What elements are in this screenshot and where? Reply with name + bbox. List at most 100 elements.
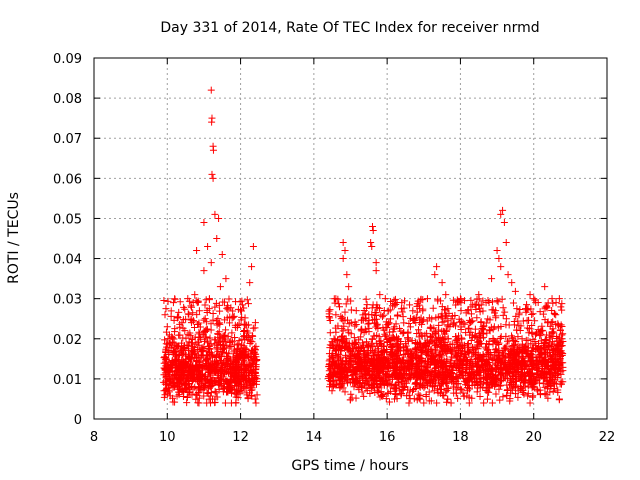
- data-point: [499, 311, 507, 319]
- data-point: [436, 358, 444, 366]
- data-point: [229, 373, 237, 381]
- data-point: [467, 296, 475, 304]
- data-point: [234, 369, 242, 377]
- data-point: [517, 376, 525, 384]
- data-point: [333, 380, 341, 388]
- data-point: [202, 333, 210, 341]
- data-point: [204, 389, 212, 397]
- data-point: [502, 239, 510, 247]
- data-point: [200, 343, 208, 351]
- data-point: [344, 326, 352, 334]
- data-point: [392, 370, 400, 378]
- data-point: [412, 313, 420, 321]
- data-point: [384, 364, 392, 372]
- data-point: [328, 371, 336, 379]
- data-point: [341, 247, 349, 255]
- data-point: [427, 397, 435, 405]
- data-point: [215, 360, 223, 368]
- data-point: [556, 326, 564, 334]
- data-point: [499, 304, 507, 312]
- data-point: [179, 316, 187, 324]
- data-point: [373, 387, 381, 395]
- data-point: [456, 318, 464, 326]
- data-point: [486, 316, 494, 324]
- data-point: [516, 306, 524, 314]
- data-point: [194, 399, 202, 407]
- data-point: [174, 314, 182, 322]
- data-point: [476, 393, 484, 401]
- data-point: [357, 364, 365, 372]
- data-point: [454, 353, 462, 361]
- data-point: [427, 337, 435, 345]
- data-point: [392, 391, 400, 399]
- data-point: [351, 368, 359, 376]
- data-point: [483, 373, 491, 381]
- data-point: [350, 383, 358, 391]
- data-point: [243, 296, 251, 304]
- data-point: [555, 395, 563, 403]
- data-point: [229, 313, 237, 321]
- data-point: [498, 295, 506, 303]
- data-point: [477, 329, 485, 337]
- data-point: [472, 374, 480, 382]
- data-point: [380, 347, 388, 355]
- data-point: [421, 382, 429, 390]
- data-point: [221, 399, 229, 407]
- data-point: [396, 364, 404, 372]
- data-point: [231, 334, 239, 342]
- data-point: [538, 322, 546, 330]
- data-point: [228, 329, 236, 337]
- data-point: [526, 399, 534, 407]
- data-point: [417, 380, 425, 388]
- x-tick-label: 22: [599, 430, 616, 445]
- data-point: [221, 377, 229, 385]
- data-point: [240, 332, 248, 340]
- x-axis-title: GPS time / hours: [291, 458, 408, 474]
- data-point: [442, 388, 450, 396]
- data-point: [523, 324, 531, 332]
- data-point: [214, 339, 222, 347]
- data-point: [182, 376, 190, 384]
- data-point: [555, 295, 563, 303]
- data-point: [345, 329, 353, 337]
- data-point: [488, 381, 496, 389]
- data-point: [250, 357, 258, 365]
- data-point: [490, 323, 498, 331]
- data-point: [325, 307, 333, 315]
- data-point: [537, 327, 545, 335]
- data-point: [483, 395, 491, 403]
- data-point: [217, 367, 225, 375]
- data-point: [452, 354, 460, 362]
- data-point: [341, 316, 349, 324]
- data-point: [484, 346, 492, 354]
- data-point: [503, 392, 511, 400]
- chart-title: Day 331 of 2014, Rate Of TEC Index for r…: [160, 20, 539, 36]
- data-point: [161, 380, 169, 388]
- data-point: [188, 391, 196, 399]
- data-point: [251, 395, 259, 403]
- data-point: [540, 357, 548, 365]
- data-point: [349, 376, 357, 384]
- data-point: [488, 298, 496, 306]
- data-point: [240, 342, 248, 350]
- data-point: [181, 327, 189, 335]
- data-point: [443, 398, 451, 406]
- data-point: [355, 336, 363, 344]
- data-point: [238, 297, 246, 305]
- data-point: [524, 390, 532, 398]
- data-point: [409, 355, 417, 363]
- data-point: [552, 311, 560, 319]
- data-point: [475, 368, 483, 376]
- data-point: [251, 319, 259, 327]
- data-point: [241, 351, 249, 359]
- data-point: [434, 334, 442, 342]
- data-point: [237, 306, 245, 314]
- data-point: [227, 359, 235, 367]
- data-point: [242, 379, 250, 387]
- data-point: [409, 307, 417, 315]
- data-point: [332, 345, 340, 353]
- data-point: [362, 327, 370, 335]
- data-point: [418, 349, 426, 357]
- data-point: [448, 340, 456, 348]
- data-point: [398, 383, 406, 391]
